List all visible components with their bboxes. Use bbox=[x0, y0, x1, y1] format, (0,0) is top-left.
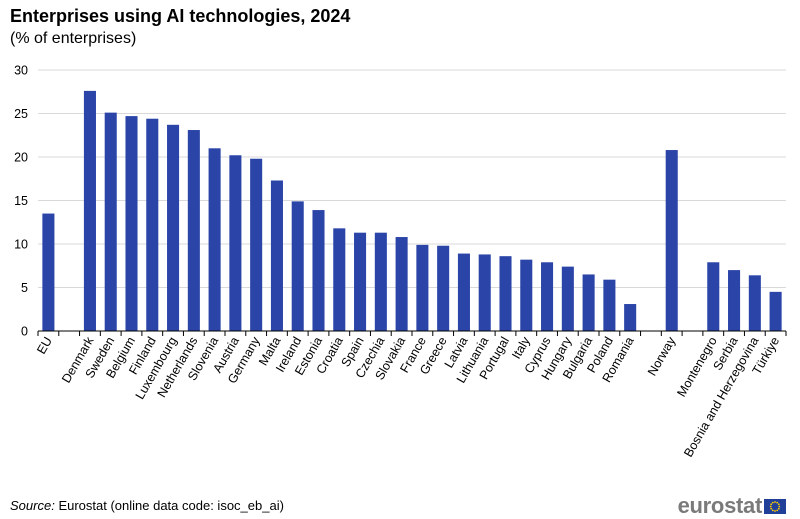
eurostat-logo: eurostat bbox=[678, 493, 786, 519]
y-tick-label: 10 bbox=[14, 238, 28, 252]
bar bbox=[748, 275, 761, 331]
bar bbox=[312, 210, 325, 331]
bar bbox=[520, 259, 533, 331]
source-note: Source: Eurostat (online data code: isoc… bbox=[10, 498, 284, 513]
bar bbox=[499, 256, 512, 331]
bar bbox=[167, 124, 180, 331]
eu-flag-icon bbox=[764, 498, 786, 514]
bar bbox=[250, 158, 263, 331]
bar bbox=[83, 90, 96, 331]
y-tick-label: 15 bbox=[14, 194, 28, 208]
bar bbox=[561, 266, 574, 331]
chart-subtitle: (% of enterprises) bbox=[10, 30, 137, 47]
y-tick-label: 0 bbox=[21, 325, 28, 339]
bar bbox=[270, 180, 283, 331]
bar bbox=[208, 148, 221, 331]
bar bbox=[665, 150, 678, 331]
bar bbox=[541, 262, 554, 331]
y-tick-label: 30 bbox=[14, 64, 28, 78]
bar bbox=[104, 112, 117, 331]
bar bbox=[125, 116, 138, 331]
y-tick-label: 5 bbox=[21, 281, 28, 295]
y-tick-label: 25 bbox=[14, 107, 28, 121]
bar bbox=[187, 130, 200, 331]
source-text: Eurostat (online data code: isoc_eb_ai) bbox=[58, 498, 284, 513]
bar bbox=[769, 291, 782, 331]
bar bbox=[437, 245, 450, 331]
bar bbox=[229, 155, 242, 331]
bar bbox=[395, 237, 408, 331]
bar bbox=[416, 244, 429, 331]
x-tick-label: Norway bbox=[645, 334, 679, 378]
logo-text: eurostat bbox=[677, 493, 763, 518]
bar bbox=[603, 279, 616, 331]
bar bbox=[146, 118, 159, 331]
bar bbox=[582, 274, 595, 331]
bar bbox=[707, 262, 720, 331]
bar bbox=[333, 228, 346, 331]
bar bbox=[291, 201, 304, 331]
y-tick-label: 20 bbox=[14, 151, 28, 165]
chart-title: Enterprises using AI technologies, 2024 bbox=[10, 6, 351, 26]
x-tick-label: EU bbox=[34, 335, 55, 357]
bar bbox=[42, 213, 55, 331]
bar bbox=[624, 304, 637, 331]
bar bbox=[478, 254, 491, 331]
bar bbox=[374, 232, 387, 331]
bar bbox=[728, 270, 741, 331]
bar bbox=[457, 253, 470, 331]
bar bbox=[354, 232, 367, 331]
source-label: Source: bbox=[10, 498, 55, 513]
